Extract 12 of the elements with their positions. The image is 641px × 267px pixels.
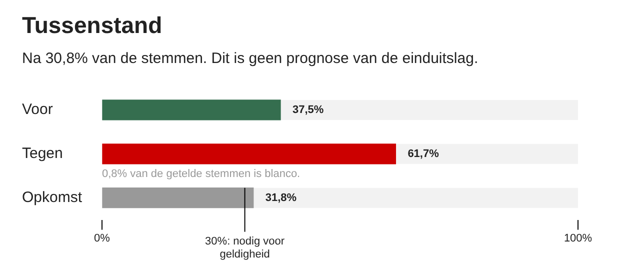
ref-line-label: 30%: nodig voor geldigheid <box>205 235 285 260</box>
y-tick-label: Tegen <box>22 145 63 162</box>
chart-subtitle: Na 30,8% van de stemmen. Dit is geen prognose van de einduitslag. <box>22 50 478 67</box>
y-tick-label: Voor <box>22 101 53 118</box>
data-label: 61,7% <box>408 148 440 160</box>
data-label: 31,8% <box>265 192 297 204</box>
x-tick-label: 0% <box>94 232 110 244</box>
data-label: 37,5% <box>292 104 324 116</box>
annotation: 0,8% van de getelde stemmen is blanco. <box>102 168 300 180</box>
y-tick-label: Opkomst <box>22 188 83 206</box>
x-tick-label: 100% <box>564 232 592 244</box>
chart-title: Tussenstand <box>22 12 162 39</box>
